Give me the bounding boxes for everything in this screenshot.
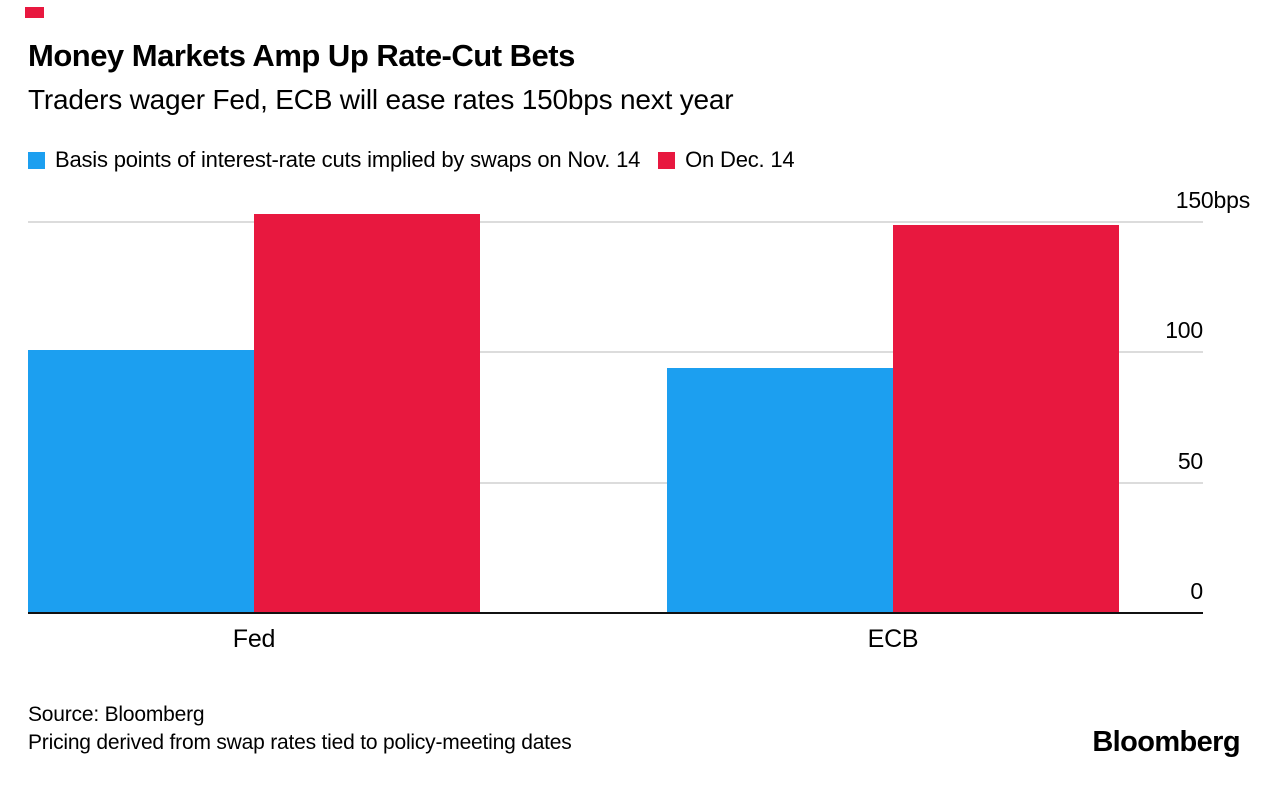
bloomberg-logo: Bloomberg <box>1092 726 1240 758</box>
bar-ecb-series-2 <box>893 225 1119 613</box>
gridline-50 <box>28 482 1203 484</box>
source-note: Source: Bloomberg Pricing derived from s… <box>28 701 572 757</box>
bar-fed-series-1 <box>28 350 254 613</box>
source-detail-line: Pricing derived from swap rates tied to … <box>28 731 572 754</box>
legend-swatch-red-icon <box>658 151 676 169</box>
y-axis-label-150bps: 150bps <box>1175 187 1250 213</box>
y-axis-label-50: 50 <box>1177 448 1203 474</box>
chart-subtitle: Traders wager Fed, ECB will ease rates 1… <box>28 84 734 115</box>
x-axis-label-fed: Fed <box>232 625 276 653</box>
y-axis-label-0: 0 <box>1190 578 1203 604</box>
bar-fed-series-2 <box>254 214 480 613</box>
bar-ecb-series-1 <box>667 368 893 613</box>
legend-label-nov-14: Basis points of interest-rate cuts impli… <box>55 147 641 172</box>
x-axis-baseline <box>28 612 1203 614</box>
gridline-100 <box>28 351 1203 353</box>
legend: Basis points of interest-rate cuts impli… <box>28 147 795 173</box>
y-axis-label-100: 100 <box>1165 317 1203 343</box>
legend-label-dec-14: On Dec. 14 <box>685 147 795 172</box>
source-line: Source: Bloomberg <box>28 703 205 726</box>
legend-item-nov-14: Basis points of interest-rate cuts impli… <box>28 147 640 173</box>
legend-swatch-blue-icon <box>28 151 45 169</box>
chart-title: Money Markets Amp Up Rate-Cut Bets <box>28 38 575 73</box>
bloomberg-red-square-icon <box>25 7 44 18</box>
gridline-150 <box>28 221 1203 223</box>
x-axis-label-ecb: ECB <box>867 625 919 653</box>
legend-item-dec-14: On Dec. 14 <box>658 147 795 173</box>
